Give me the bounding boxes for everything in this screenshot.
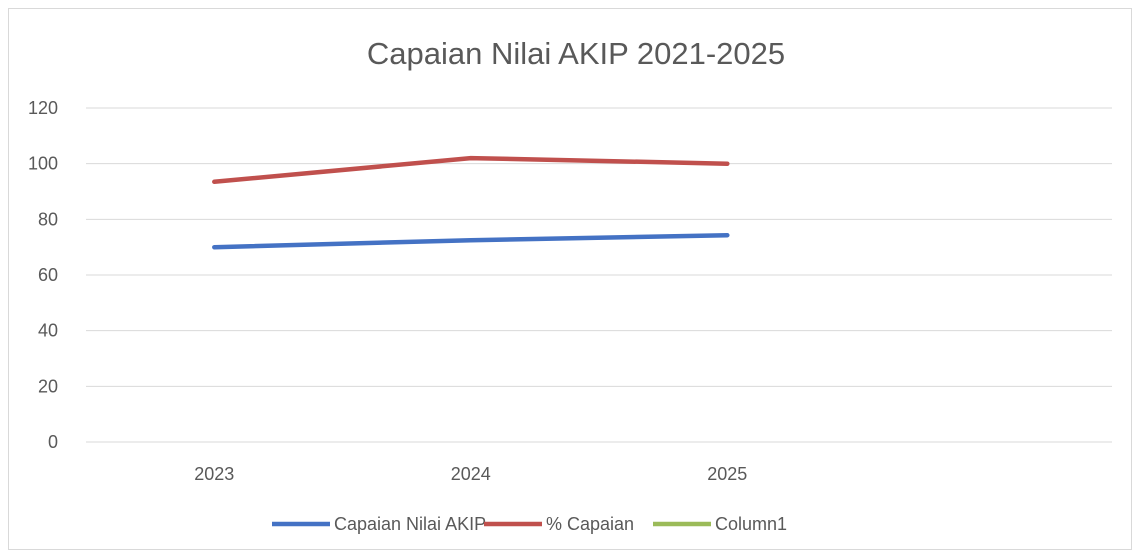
chart-title: Capaian Nilai AKIP 2021-2025 [367,36,785,71]
legend-label: % Capaian [546,514,634,534]
series-lines [212,155,730,250]
x-tick-label: 2024 [451,464,491,484]
legend-label: Capaian Nilai AKIP [334,514,486,534]
legend: Capaian Nilai AKIP % Capaian Column1 [272,514,787,534]
y-tick-label: 100 [28,154,58,174]
y-tick-label: 20 [38,376,58,396]
x-axis-tick-labels: 2023 2024 2025 [194,464,747,484]
y-tick-label: 80 [38,209,58,229]
y-tick-label: 120 [28,98,58,118]
legend-label: Column1 [715,514,787,534]
y-axis-tick-labels: 0 20 40 60 80 100 120 [28,98,58,452]
x-tick-label: 2025 [707,464,747,484]
series-line-0 [212,232,730,250]
chart-frame [8,8,1132,550]
y-tick-label: 60 [38,265,58,285]
series-line-1 [212,155,730,185]
y-tick-label: 40 [38,321,58,341]
gridlines [86,107,1112,443]
y-tick-label: 0 [48,432,58,452]
x-tick-label: 2023 [194,464,234,484]
